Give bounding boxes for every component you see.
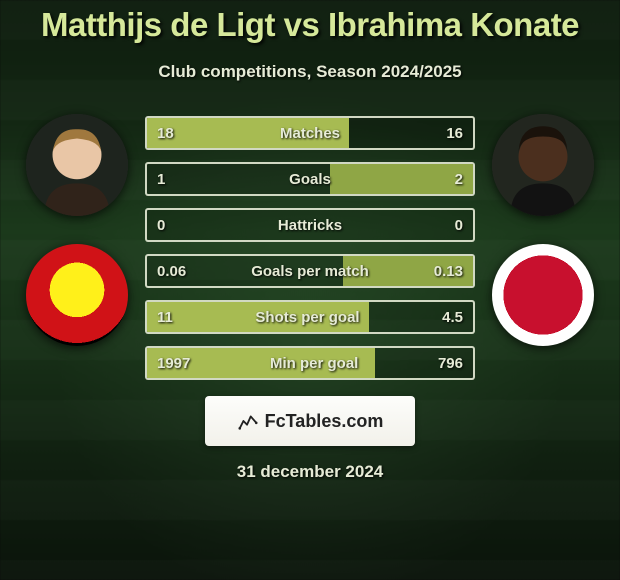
stat-value-right: 0 (455, 217, 463, 234)
stat-value-left: 1997 (157, 355, 190, 372)
club-left-crest (26, 244, 128, 346)
club-right-crest (492, 244, 594, 346)
stat-row: 0.06 Goals per match 0.13 (145, 254, 475, 288)
stat-label: Matches (280, 125, 340, 142)
stat-label: Shots per goal (255, 309, 359, 326)
stat-value-right: 0.13 (434, 263, 463, 280)
page-title: Matthijs de Ligt vs Ibrahima Konate (41, 6, 579, 44)
player-left-avatar (26, 114, 128, 216)
left-side (17, 114, 137, 346)
stat-row: 0 Hattricks 0 (145, 208, 475, 242)
stat-row: 1997 Min per goal 796 (145, 346, 475, 380)
branding-badge: FcTables.com (205, 396, 415, 446)
date-label: 31 december 2024 (237, 462, 384, 482)
stat-value-left: 0.06 (157, 263, 186, 280)
stat-value-right: 4.5 (442, 309, 463, 326)
right-side (483, 114, 603, 346)
branding-text: FcTables.com (265, 411, 384, 432)
stat-label: Goals (289, 171, 331, 188)
stat-value-left: 0 (157, 217, 165, 234)
stat-fill-right (330, 164, 473, 194)
stat-value-left: 18 (157, 125, 174, 142)
stat-value-right: 2 (455, 171, 463, 188)
stat-row: 11 Shots per goal 4.5 (145, 300, 475, 334)
stats-list: 18 Matches 16 1 Goals 2 0 Hattricks 0 0.06 Goals p… (145, 114, 475, 380)
player-right-avatar (492, 114, 594, 216)
stat-row: 1 Goals 2 (145, 162, 475, 196)
stat-value-left: 11 (157, 309, 173, 326)
stat-label: Goals per match (251, 263, 369, 280)
fctables-icon (237, 410, 259, 432)
stat-value-right: 796 (438, 355, 463, 372)
comparison-panel: 18 Matches 16 1 Goals 2 0 Hattricks 0 0.06 Goals p… (0, 114, 620, 380)
stat-value-right: 16 (446, 125, 463, 142)
subtitle: Club competitions, Season 2024/2025 (158, 62, 461, 82)
stat-value-left: 1 (157, 171, 165, 188)
stat-label: Min per goal (270, 355, 358, 372)
stat-label: Hattricks (278, 217, 342, 234)
stat-row: 18 Matches 16 (145, 116, 475, 150)
